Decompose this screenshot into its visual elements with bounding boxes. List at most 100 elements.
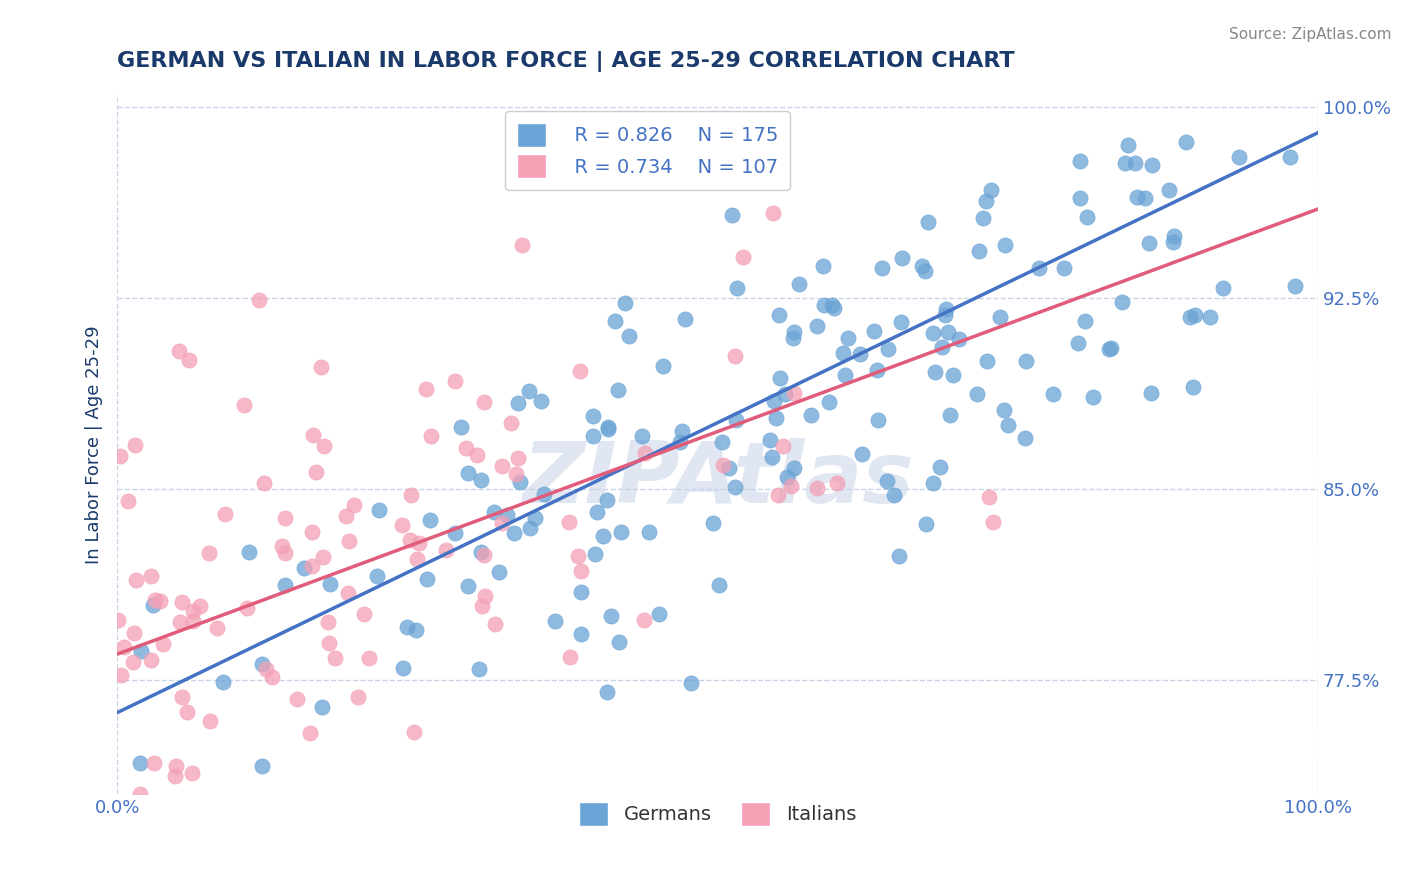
Point [519,521,541,535]
Point [165,759,187,773]
Point [337,533,360,548]
Point [651,359,673,374]
Point [558,650,581,665]
Point [180,765,202,780]
Point [444,525,467,540]
Point [1014,431,1036,445]
Point [823,301,845,315]
Point [468,662,491,676]
Point [121,655,143,669]
Text: Source: ZipAtlas.com: Source: ZipAtlas.com [1229,27,1392,42]
Point [569,585,592,599]
Point [877,342,900,356]
Point [1114,156,1136,170]
Point [506,396,529,410]
Point [176,705,198,719]
Point [169,615,191,629]
Point [491,516,513,531]
Point [128,787,150,801]
Text: ZIPAtlas: ZIPAtlas [522,438,914,521]
Point [776,470,799,484]
Point [1052,260,1074,275]
Point [274,578,297,592]
Point [1133,191,1156,205]
Point [862,324,884,338]
Point [1123,155,1146,169]
Point [335,508,357,523]
Text: GERMAN VS ITALIAN IN LABOR FORCE | AGE 25-29 CORRELATION CHART: GERMAN VS ITALIAN IN LABOR FORCE | AGE 2… [117,51,1015,71]
Point [474,395,496,409]
Point [143,756,166,771]
Point [948,332,970,346]
Point [851,447,873,461]
Point [292,561,315,575]
Point [391,518,413,533]
Point [1227,150,1250,164]
Point [768,308,790,322]
Point [761,450,783,464]
Point [254,662,277,676]
Point [205,621,228,635]
Point [1232,49,1254,63]
Point [302,427,325,442]
Point [586,505,609,519]
Point [769,371,792,385]
Point [149,594,172,608]
Point [337,586,360,600]
Point [366,569,388,583]
Point [131,644,153,658]
Point [789,277,811,291]
Point [997,417,1019,432]
Point [250,657,273,672]
Point [914,264,936,278]
Point [887,549,910,563]
Point [988,310,1011,325]
Point [141,653,163,667]
Point [318,636,340,650]
Point [1278,150,1301,164]
Point [582,429,605,443]
Point [758,433,780,447]
Point [931,340,953,354]
Legend: Germans, Italians: Germans, Italians [571,794,863,833]
Point [198,714,221,728]
Point [311,700,333,714]
Point [596,493,619,508]
Point [1028,260,1050,275]
Point [976,353,998,368]
Point [170,690,193,705]
Point [679,676,702,690]
Point [454,441,477,455]
Point [837,330,859,344]
Point [981,516,1004,530]
Point [1163,228,1185,243]
Point [1157,183,1180,197]
Point [533,487,555,501]
Point [980,183,1002,197]
Point [596,419,619,434]
Point [917,215,939,229]
Point [569,364,592,378]
Point [1212,281,1234,295]
Point [457,466,479,480]
Point [181,604,204,618]
Point [800,408,823,422]
Point [849,346,872,360]
Point [813,298,835,312]
Point [309,359,332,374]
Point [247,293,270,307]
Point [765,411,787,425]
Point [420,429,443,443]
Point [471,599,494,613]
Point [972,211,994,226]
Point [1111,294,1133,309]
Point [1188,49,1211,63]
Point [125,573,148,587]
Point [457,579,479,593]
Point [544,614,567,628]
Point [491,459,513,474]
Point [1098,342,1121,356]
Point [1015,354,1038,368]
Point [443,374,465,388]
Point [311,550,333,565]
